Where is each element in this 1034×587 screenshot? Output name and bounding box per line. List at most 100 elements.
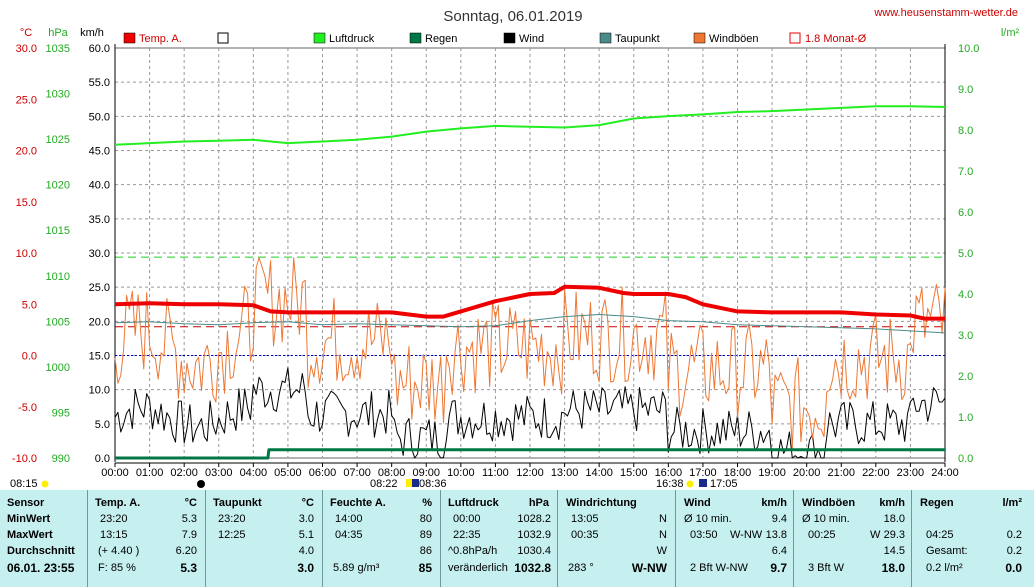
col-rain: Regen l/m² 04:25 0.2 Gesamt: 0.2 0.2 l/m² 0.… bbox=[912, 490, 1034, 587]
tick-wind-8: 20.0 bbox=[89, 316, 110, 328]
press-now-value: 1032.8 bbox=[514, 561, 551, 575]
sunset-time: 16:38 bbox=[656, 478, 684, 490]
rain-max-time: 04:25 bbox=[926, 529, 954, 541]
temp-max-value: 7.9 bbox=[181, 529, 197, 541]
legend-swatch-6 bbox=[693, 32, 706, 44]
tick-rain-9: 1.0 bbox=[958, 412, 973, 424]
tick-rain-2: 8.0 bbox=[958, 125, 973, 137]
dir-head: Windrichtung bbox=[566, 497, 637, 509]
tick-wind-1: 55.0 bbox=[89, 77, 110, 89]
tick-wind-5: 35.0 bbox=[89, 214, 110, 226]
tick-wind-10: 10.0 bbox=[89, 385, 110, 397]
tick-rain-3: 7.0 bbox=[958, 166, 973, 178]
tick-wind-7: 25.0 bbox=[89, 282, 110, 294]
series-regen bbox=[115, 448, 945, 460]
wind-now-beaufort: 2 Bft W-NW bbox=[690, 562, 748, 574]
label-sensor: Sensor bbox=[7, 497, 45, 509]
dew-unit: °C bbox=[301, 497, 314, 509]
gust-head: Windböen bbox=[802, 497, 856, 509]
tick-wind-2: 50.0 bbox=[89, 111, 110, 123]
tick-pressure-6: 1005 bbox=[46, 316, 70, 328]
tick-rain-0: 10.0 bbox=[958, 43, 979, 55]
rain-head: Regen bbox=[920, 497, 954, 509]
temp-now-value: 5.3 bbox=[180, 561, 197, 575]
temp-avg-value: 6.20 bbox=[175, 545, 197, 557]
wind-avg-value: 6.4 bbox=[771, 545, 787, 557]
temp-avg-extra: (+ 4.40 ) bbox=[98, 545, 140, 557]
axes: 30.0 25.0 20.0 15.0 10.0 5.0 0.0 -5.0 -10.0 1035 1… bbox=[12, 43, 980, 479]
tick-wind-4: 40.0 bbox=[89, 180, 110, 192]
tick-rain-5: 5.0 bbox=[958, 248, 973, 260]
legend-label-0: Temp. A. bbox=[139, 33, 182, 45]
hum-now-extra: 5.89 g/m³ bbox=[333, 562, 380, 574]
x-tick-15: 15:00 bbox=[620, 467, 648, 479]
x-tick-20: 20:00 bbox=[793, 467, 821, 479]
legend-swatch-7 bbox=[789, 32, 801, 44]
gust-now-value: 18.0 bbox=[881, 561, 905, 575]
legend-label-7: 1.8 Monat-Ø bbox=[805, 33, 867, 45]
tick-pressure-5: 1010 bbox=[46, 271, 70, 283]
dew-head: Taupunkt bbox=[213, 497, 262, 509]
tick-pressure-0: 1035 bbox=[46, 43, 70, 55]
legend-label-4: Wind bbox=[519, 33, 544, 45]
sun-marker-icon bbox=[406, 479, 414, 487]
tick-rain-8: 2.0 bbox=[958, 371, 973, 383]
tick-pressure-7: 1000 bbox=[46, 362, 70, 374]
gust-avg-value: 14.5 bbox=[883, 545, 905, 557]
wind-unit: km/h bbox=[761, 497, 787, 509]
temp-unit: °C bbox=[184, 497, 197, 509]
rain-now-extra: 0.2 l/m² bbox=[926, 562, 963, 574]
press-min-value: 1028.2 bbox=[517, 513, 551, 525]
legend-swatch-2 bbox=[313, 32, 326, 44]
tick-rain-4: 6.0 bbox=[958, 207, 973, 219]
gust-unit: km/h bbox=[879, 497, 905, 509]
label-now-date: 06.01. 23:55 bbox=[7, 561, 75, 575]
rain-now-value: 0.0 bbox=[1005, 561, 1022, 575]
event-time-a2: 08:36 bbox=[419, 478, 447, 490]
dir-max-time: 00:35 bbox=[571, 529, 599, 541]
tick-temp-6: 0.0 bbox=[22, 351, 37, 363]
chart-legend: Temp. A. Luftdruck Regen Wind Taupunkt Windbö… bbox=[123, 32, 867, 45]
x-tick-23: 23:00 bbox=[897, 467, 925, 479]
event-markers: 08:15 08:22 08:36 16:38 17:05 bbox=[10, 478, 738, 490]
press-max-value: 1032.9 bbox=[517, 529, 551, 541]
press-min-time: 00:00 bbox=[453, 513, 481, 525]
tick-temp-8: -10.0 bbox=[12, 453, 37, 465]
tick-rain-1: 9.0 bbox=[958, 84, 973, 96]
gust-now-beaufort: 3 Bft W bbox=[808, 562, 845, 574]
x-tick-0: 00:00 bbox=[101, 467, 129, 479]
label-avg: Durchschnitt bbox=[7, 545, 75, 557]
x-tick-13: 13:00 bbox=[551, 467, 579, 479]
tick-rain-7: 3.0 bbox=[958, 330, 973, 342]
sun-marker-icon-2 bbox=[699, 479, 707, 487]
tick-pressure-3: 1020 bbox=[46, 180, 70, 192]
series-wind bbox=[114, 367, 946, 459]
tick-temp-4: 10.0 bbox=[16, 248, 37, 260]
dew-now-value: 3.0 bbox=[297, 561, 314, 575]
label-min: MinWert bbox=[7, 513, 51, 525]
temp-head: Temp. A. bbox=[95, 497, 141, 509]
x-tick-8: 08:00 bbox=[378, 467, 406, 479]
tick-pressure-8: 995 bbox=[52, 407, 70, 419]
press-avg-value: 1030.4 bbox=[517, 545, 551, 557]
col-temp: Temp. A. °C 23:20 5.3 13:15 7.9 (+ 4.40 ) 6.… bbox=[88, 490, 206, 587]
tick-temp-3: 15.0 bbox=[16, 197, 37, 209]
temp-min-value: 5.3 bbox=[181, 513, 197, 525]
x-tick-11: 11:00 bbox=[482, 467, 509, 479]
hum-max-value: 89 bbox=[419, 529, 432, 541]
tick-rain-6: 4.0 bbox=[958, 289, 973, 301]
tick-temp-1: 25.0 bbox=[16, 94, 37, 106]
x-tick-9: 09:00 bbox=[412, 467, 440, 479]
press-max-time: 22:35 bbox=[453, 529, 481, 541]
col-wind: Wind km/h Ø 10 min. 9.4 03:50 W-NW 13.8 6.4 … bbox=[676, 490, 794, 587]
legend-swatch-4 bbox=[503, 32, 516, 44]
col-gusts: Windböen km/h Ø 10 min. 18.0 00:25 W 29.3 14… bbox=[794, 490, 912, 587]
press-forecast: veränderlich bbox=[448, 562, 508, 574]
col-wind-direction: Windrichtung 13:05 N 00:35 N W 283 ° W-NW bbox=[558, 490, 676, 587]
tick-temp-0: 30.0 bbox=[16, 43, 37, 55]
dir-now-degrees: 283 ° bbox=[568, 562, 594, 574]
tick-wind-12: 0.0 bbox=[95, 453, 110, 465]
x-tick-19: 19:00 bbox=[758, 467, 786, 479]
gust-min-label: Ø 10 min. bbox=[802, 513, 850, 525]
wind-now-value: 9.7 bbox=[770, 561, 787, 575]
